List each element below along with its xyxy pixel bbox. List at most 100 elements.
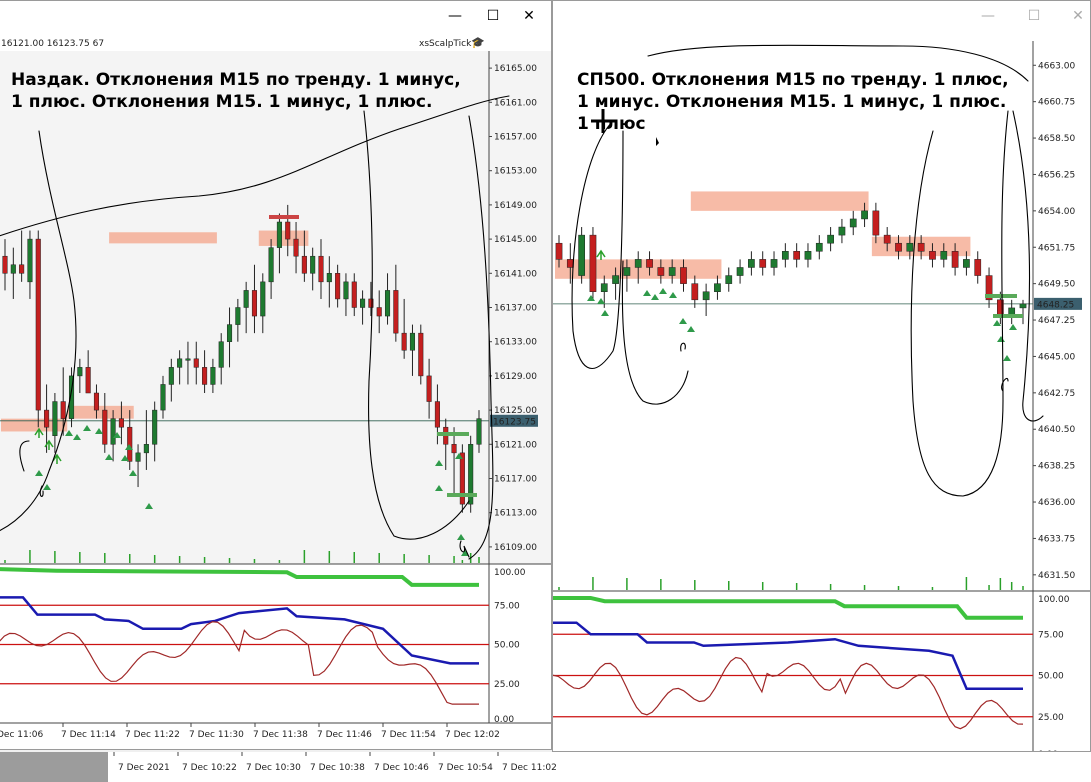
signal-chevron-icon	[129, 470, 137, 476]
candle-body	[335, 273, 341, 300]
level-marker	[993, 314, 1023, 318]
candle-body	[451, 444, 457, 454]
candle-body	[589, 234, 597, 292]
indicator-tick-label: 100.00	[1038, 595, 1070, 605]
minimize-button[interactable]: —	[981, 8, 995, 24]
signal-chevron-icon	[687, 326, 695, 332]
indicator-tick-label: 50.00	[494, 641, 520, 651]
price-tick-label: 16161.00	[494, 98, 537, 108]
candle-body	[376, 307, 382, 317]
signal-chevron-icon	[1009, 324, 1017, 330]
price-tick-label: 4658.50	[1038, 134, 1075, 144]
candle-body	[895, 242, 902, 252]
candle-body	[35, 238, 41, 411]
mouse-pointer-icon	[656, 137, 659, 146]
candle-body	[929, 251, 936, 260]
current-price-label: 16123.75	[493, 417, 536, 427]
price-tick-label: 4651.75	[1038, 243, 1075, 253]
symbol-info: 16121.00 16123.75 67	[1, 39, 105, 49]
candle-body	[793, 251, 801, 260]
time-tick-label: 7 Dec 10:54	[438, 763, 493, 773]
hand-drawn-curve	[1012, 110, 1044, 422]
candle-body	[827, 234, 834, 244]
time-tick-label: 7 Dec 11:14	[61, 730, 116, 740]
candle-body	[883, 234, 891, 244]
maximize-button[interactable]: ☐	[486, 8, 500, 24]
indicator-tick-label: 0.00	[494, 715, 514, 725]
candle-body	[251, 290, 258, 317]
candle-body	[118, 418, 124, 428]
hand-drawn-curve	[647, 44, 1029, 82]
level-zone	[1, 418, 68, 432]
level-zone	[109, 232, 217, 244]
candle-body	[849, 218, 857, 228]
candle-body	[160, 384, 166, 411]
price-tick-label: 16133.00	[494, 338, 537, 348]
candle-body	[426, 375, 432, 402]
indicator-tick-label: 0.00	[1038, 750, 1058, 752]
crosshair-cursor-icon	[591, 109, 615, 133]
signal-chevron-icon	[435, 460, 443, 466]
trend-strength-line	[553, 595, 1023, 620]
close-button[interactable]: ✕	[523, 8, 535, 24]
candle-body	[748, 259, 755, 268]
candle-body	[44, 409, 50, 428]
candle-body	[310, 255, 316, 274]
price-tick-label: 16153.00	[494, 167, 537, 177]
price-tick-label: 4647.25	[1038, 316, 1075, 326]
hand-drawn-curve	[19, 440, 44, 497]
candle-body	[476, 418, 482, 445]
candle-body	[872, 210, 880, 236]
candle-body	[93, 392, 100, 411]
close-button[interactable]: ✕	[1072, 8, 1084, 24]
candle-body	[409, 332, 416, 351]
indicator-tick-label: 25.00	[494, 680, 520, 690]
trend-strength-line	[0, 567, 479, 587]
time-tick-label: 7 Dec 10:38	[310, 763, 365, 773]
price-tick-label: 4631.50	[1038, 571, 1075, 581]
candle-body	[600, 283, 608, 292]
price-tick-label: 16141.00	[494, 269, 537, 279]
candle-body	[235, 307, 241, 325]
oscillator-line	[0, 621, 479, 705]
current-price-box	[1034, 297, 1082, 310]
candle-body	[243, 290, 249, 308]
up-arrow-icon	[596, 249, 606, 260]
time-tick-label: 7 Dec 12:02	[445, 730, 500, 740]
candle-body	[268, 247, 274, 283]
price-tick-label: 4663.00	[1038, 61, 1075, 71]
candle-body	[555, 242, 563, 260]
signal-chevron-icon	[643, 290, 651, 296]
taskbar-tab[interactable]	[0, 752, 108, 782]
signal-chevron-icon	[73, 434, 81, 440]
current-price-label: 4648.25	[1037, 300, 1074, 310]
up-arrow-icon	[34, 427, 44, 438]
candle-body	[578, 234, 585, 276]
candle-body	[468, 444, 474, 505]
window-titlebar[interactable]: — ☐ ✕	[0, 1, 551, 31]
window-titlebar[interactable]: — ☐ ✕	[553, 1, 1090, 31]
current-price-box	[490, 414, 538, 427]
candle-body	[770, 259, 778, 268]
time-tick-label: 7 Dec 11:46	[317, 730, 372, 740]
candle-body	[985, 275, 993, 301]
minimize-button[interactable]: —	[448, 8, 462, 24]
price-tick-label: 4656.25	[1038, 170, 1075, 180]
hand-drawn-curve	[0, 130, 77, 532]
level-marker	[985, 294, 1017, 298]
maximize-button[interactable]: ☐	[1027, 8, 1041, 24]
candle-body	[657, 267, 665, 276]
candle-body	[19, 264, 25, 274]
candle-body	[906, 242, 914, 252]
candle-body	[10, 264, 16, 274]
candle-body	[691, 283, 699, 301]
signal-chevron-icon	[669, 292, 677, 298]
candle-body	[143, 444, 149, 454]
hand-drawn-curve	[910, 110, 1009, 497]
candle-body	[612, 275, 619, 284]
hand-drawn-curve	[680, 342, 1009, 392]
candle-body	[1019, 303, 1027, 309]
candle-body	[434, 401, 440, 428]
signal-chevron-icon	[993, 320, 1001, 326]
price-tick-label: 16117.00	[494, 475, 537, 485]
